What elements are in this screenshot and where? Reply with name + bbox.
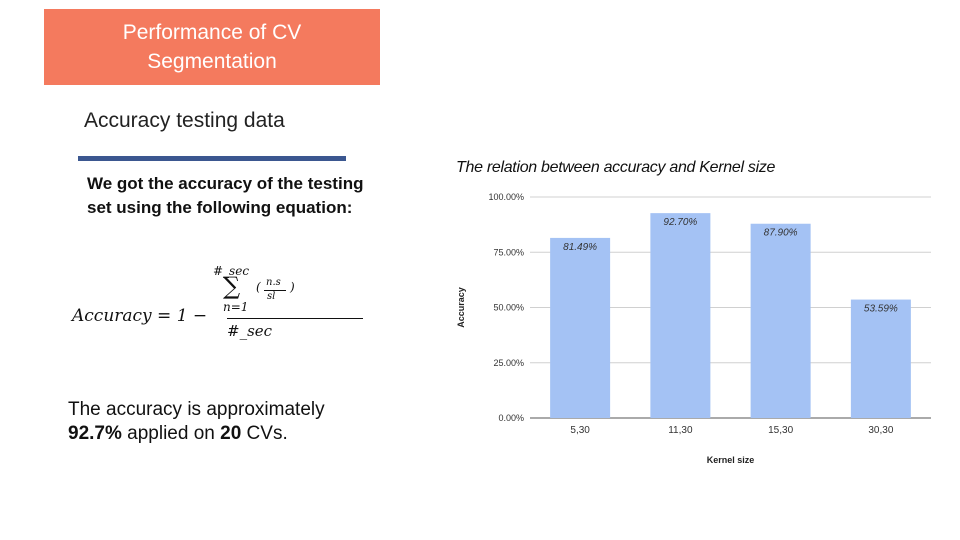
- x-tick-label: 5,30: [570, 425, 590, 436]
- equation-inner-numerator: n.s: [266, 277, 281, 288]
- y-tick-label: 75.00%: [493, 247, 524, 257]
- y-tick-label: 50.00%: [493, 303, 524, 313]
- bar: [850, 299, 911, 418]
- equation-sum-symbol: ∑: [223, 272, 241, 300]
- accuracy-chart: The relation between accuracy and Kernel…: [450, 150, 950, 480]
- y-tick-label: 100.00%: [488, 192, 524, 202]
- data-label: 92.70%: [663, 217, 697, 228]
- slide-title: Performance of CV Segmentation: [44, 9, 380, 85]
- summary-count: 20: [220, 423, 242, 444]
- summary-post: CVs.: [241, 423, 288, 444]
- data-label: 53.59%: [864, 304, 898, 315]
- slide-title-line2: Segmentation: [147, 50, 277, 73]
- equation-inner-fraction-line: [264, 290, 286, 291]
- description-text: We got the accuracy of the testing set u…: [87, 174, 364, 217]
- y-tick-label: 0.00%: [498, 413, 524, 423]
- data-label: 81.49%: [563, 242, 597, 253]
- equation-lhs: Accuracy = 1 −: [72, 306, 208, 326]
- x-tick-label: 15,30: [768, 425, 793, 436]
- x-tick-label: 11,30: [668, 425, 693, 436]
- summary-value: 92.7%: [68, 423, 122, 444]
- data-label: 87.90%: [764, 228, 798, 239]
- bar: [750, 223, 811, 418]
- equation-sum-lower: n=1: [223, 300, 249, 314]
- accuracy-equation: Accuracy = 1 − #_sec ∑ n=1 ( n.s sl ) #_…: [70, 262, 363, 342]
- y-tick-label: 25.00%: [493, 358, 524, 368]
- equation-sum-upper: #_sec: [213, 264, 250, 278]
- chart-title: The relation between accuracy and Kernel…: [456, 159, 776, 176]
- summary-text: The accuracy is approximately 92.7% appl…: [68, 398, 398, 446]
- x-axis-title: Kernel size: [707, 455, 755, 465]
- equation-inner-denominator: sl: [267, 291, 276, 302]
- bar: [650, 213, 711, 418]
- bar: [550, 237, 611, 418]
- chart-svg: 0.00% 25.00% 50.00% 75.00% 100.00% 81.49% 5,30…: [456, 192, 931, 465]
- summary-pre: The accuracy is approximately: [68, 399, 325, 420]
- summary-mid: applied on: [121, 423, 221, 444]
- equation-denominator: #_sec: [227, 322, 273, 340]
- slide-subtitle: Accuracy testing data: [84, 109, 285, 132]
- y-axis-title: Accuracy: [456, 287, 466, 328]
- slide-title-line1: Performance of CV: [122, 21, 302, 44]
- divider-rule: [78, 156, 346, 161]
- equation-close-paren: ): [290, 280, 295, 294]
- x-tick-label: 30,30: [868, 425, 893, 436]
- equation-fraction-line: [227, 318, 363, 319]
- equation-open-paren: (: [256, 280, 261, 294]
